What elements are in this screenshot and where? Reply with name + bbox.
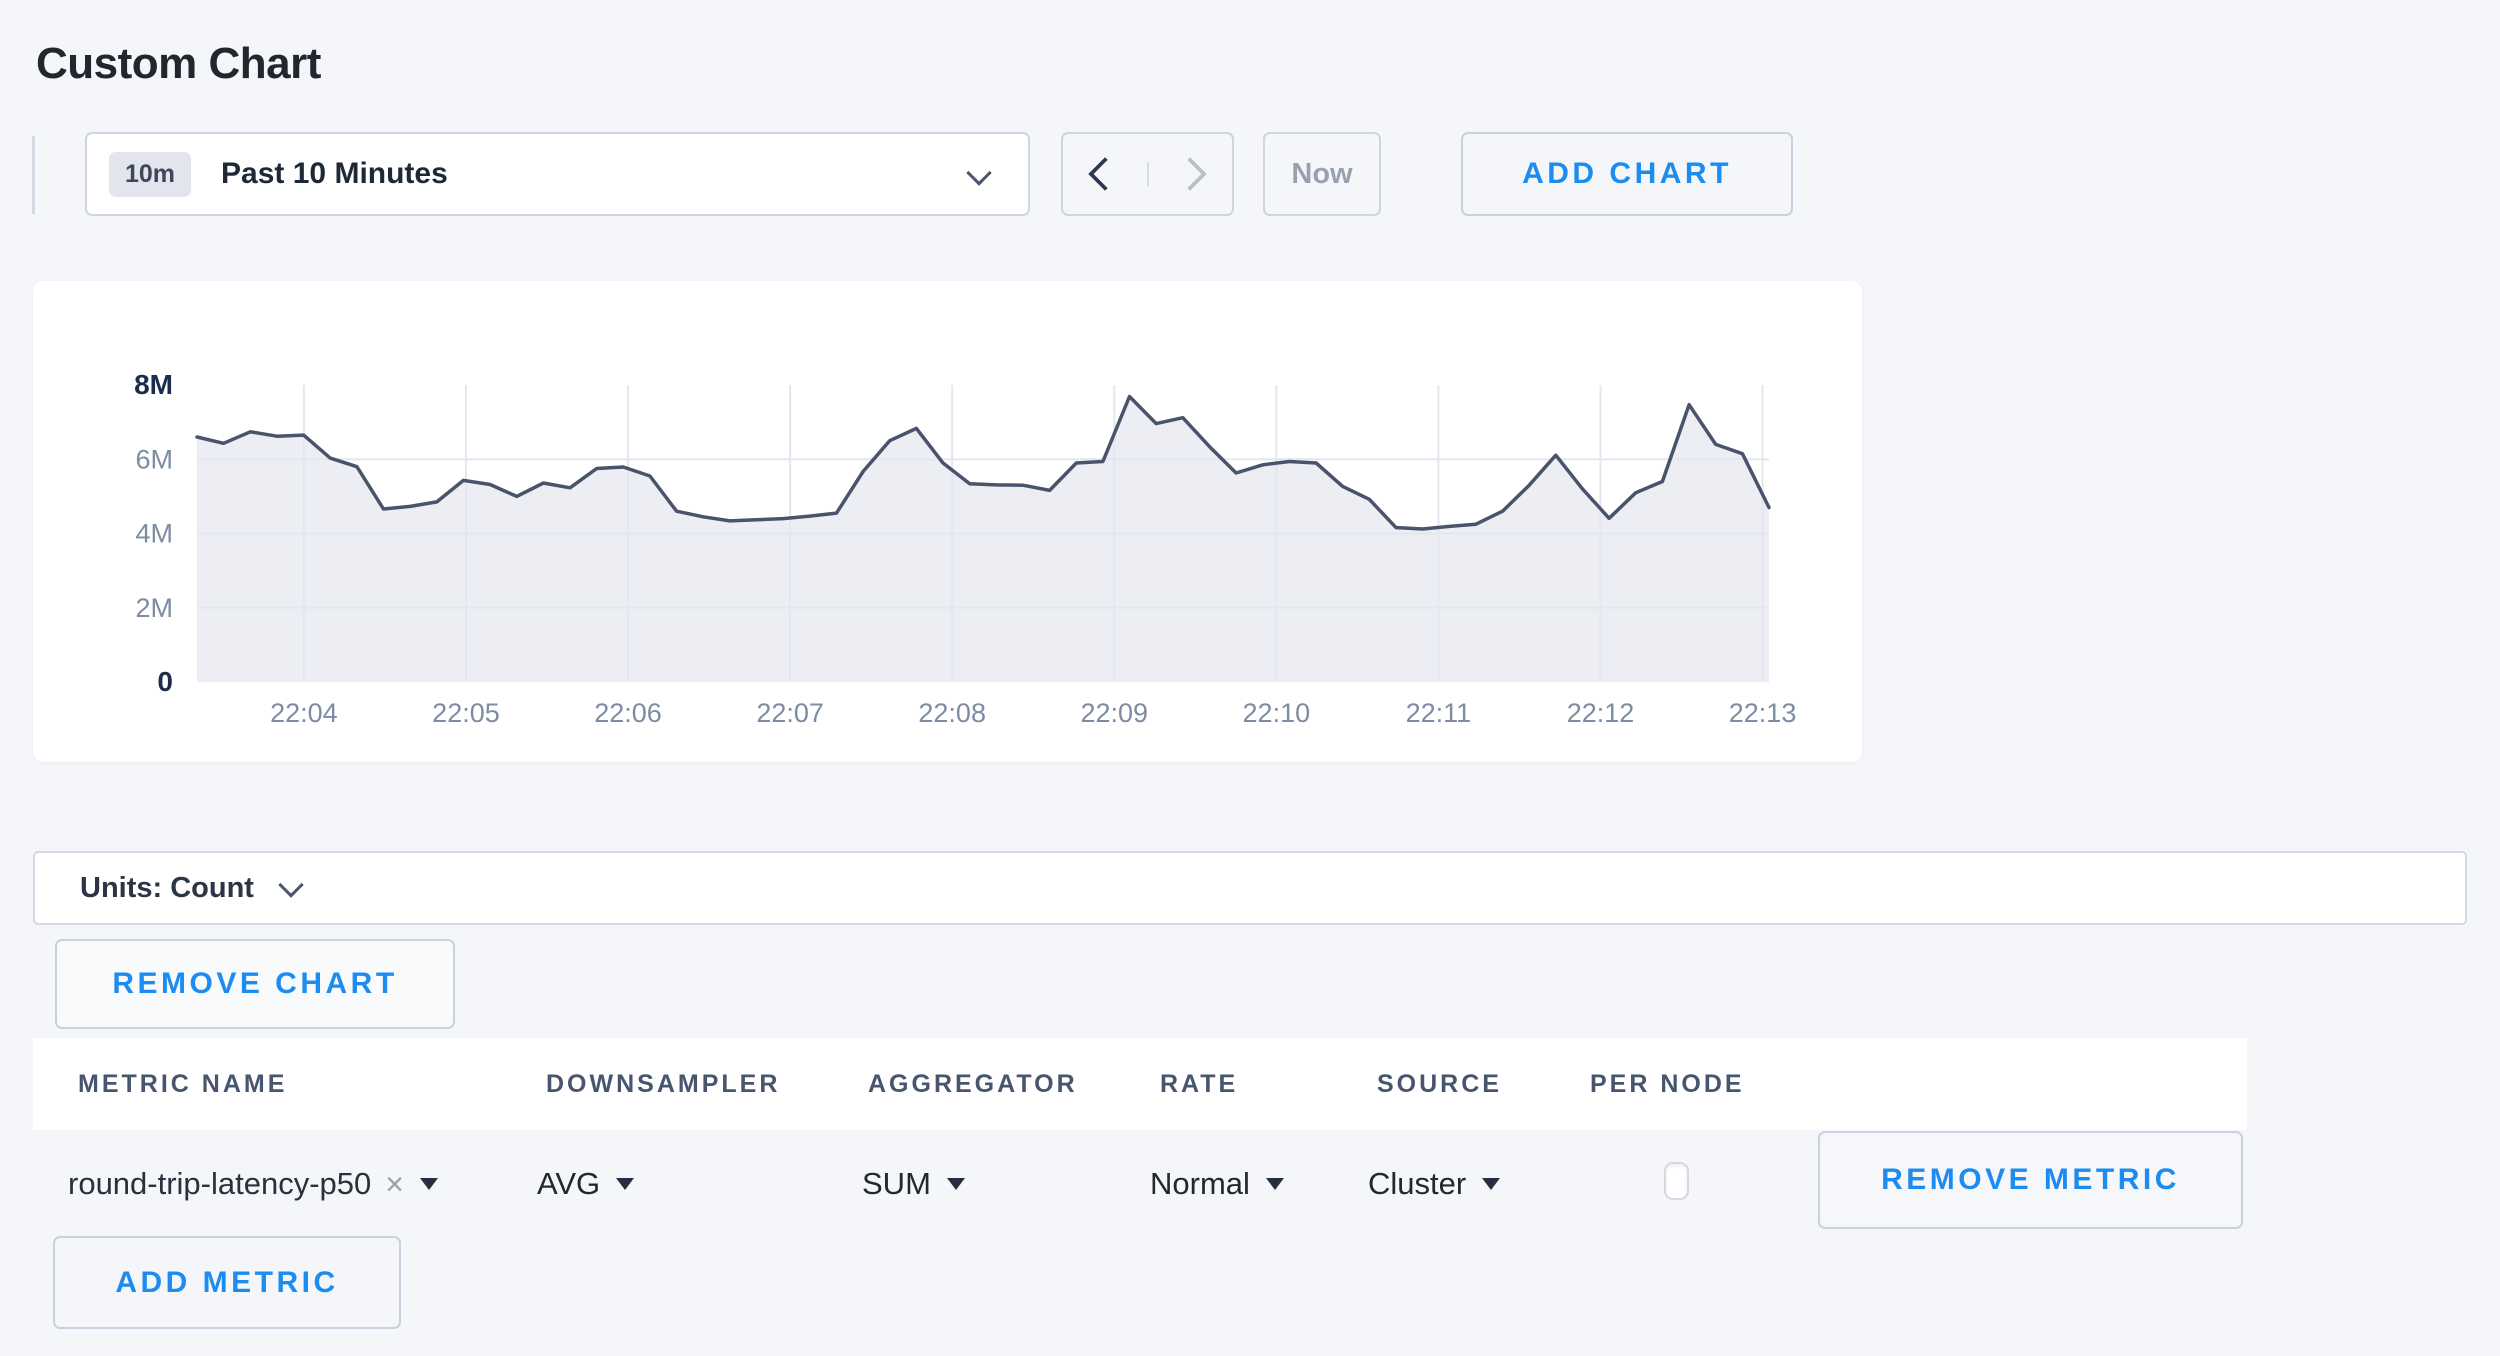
x-axis-tick-label: 22:07 xyxy=(756,698,824,728)
time-forward-button[interactable] xyxy=(1146,157,1233,191)
x-axis-tick-label: 22:11 xyxy=(1406,698,1472,728)
x-axis-tick-label: 22:08 xyxy=(918,698,986,728)
toolbar-accent-divider xyxy=(32,136,35,214)
per-node-checkbox[interactable] xyxy=(1664,1162,1689,1200)
caret-down-icon xyxy=(946,1178,965,1190)
col-header-per-node: PER NODE xyxy=(1590,1070,1745,1098)
add-chart-button[interactable]: ADD CHART xyxy=(1461,132,1793,216)
chevron-left-icon xyxy=(1087,157,1122,191)
col-header-downsampler: DOWNSAMPLER xyxy=(546,1070,781,1098)
col-header-source: SOURCE xyxy=(1377,1070,1502,1098)
now-button[interactable]: Now xyxy=(1263,132,1381,216)
clear-metric-icon[interactable]: × xyxy=(385,1165,404,1202)
chevron-down-icon xyxy=(278,872,304,898)
time-range-badge: 10m xyxy=(109,151,192,197)
series-line xyxy=(195,394,1771,531)
caret-down-icon xyxy=(419,1178,438,1190)
x-axis-tick-label: 22:09 xyxy=(1080,698,1148,728)
downsampler-dropdown[interactable]: AVG xyxy=(537,1162,635,1206)
aggregator-dropdown[interactable]: SUM xyxy=(862,1162,965,1206)
chevron-down-icon xyxy=(966,160,992,186)
remove-chart-button[interactable]: REMOVE CHART xyxy=(55,939,455,1029)
time-back-button[interactable] xyxy=(1063,157,1147,191)
time-range-label: Past 10 Minutes xyxy=(221,157,448,190)
series-area xyxy=(197,396,1769,682)
caret-down-icon xyxy=(616,1178,635,1190)
y-axis-tick-label: 2M xyxy=(135,593,173,623)
page-title: Custom Chart xyxy=(36,39,321,89)
time-nav-group xyxy=(1061,132,1234,216)
downsampler-value: AVG xyxy=(537,1166,601,1201)
metric-name-value: round-trip-latency-p50 xyxy=(68,1166,372,1201)
caret-down-icon xyxy=(1482,1178,1501,1190)
x-axis-tick-label: 22:13 xyxy=(1729,698,1797,728)
x-axis-tick-label: 22:06 xyxy=(594,698,662,728)
add-metric-button[interactable]: ADD METRIC xyxy=(53,1236,401,1329)
aggregator-value: SUM xyxy=(862,1166,931,1201)
remove-metric-button[interactable]: REMOVE METRIC xyxy=(1818,1131,2243,1229)
x-axis-tick-label: 22:04 xyxy=(270,698,338,728)
caret-down-icon xyxy=(1265,1178,1284,1190)
col-header-rate: RATE xyxy=(1160,1070,1239,1098)
units-label: Units: Count xyxy=(80,871,254,904)
col-header-aggregator: AGGREGATOR xyxy=(868,1070,1078,1098)
x-axis-tick-label: 22:10 xyxy=(1243,698,1311,728)
y-axis-tick-label: 0 xyxy=(157,666,173,697)
rate-value: Normal xyxy=(1150,1166,1250,1201)
metrics-table-header: METRIC NAME DOWNSAMPLER AGGREGATOR RATE … xyxy=(33,1038,2247,1130)
source-dropdown[interactable]: Cluster xyxy=(1368,1162,1501,1206)
x-axis-tick-label: 22:12 xyxy=(1567,698,1635,728)
source-value: Cluster xyxy=(1368,1166,1467,1201)
rate-dropdown[interactable]: Normal xyxy=(1150,1162,1284,1206)
metric-name-dropdown[interactable]: round-trip-latency-p50 × xyxy=(68,1162,438,1206)
y-axis-tick-label: 8M xyxy=(134,369,173,400)
y-axis-tick-label: 4M xyxy=(135,519,173,549)
y-axis-tick-label: 6M xyxy=(135,444,173,474)
chart-card: 0 2M 4M 6M 8M 22:04 22:05 22:06 22:07 22:08 22:09 2… xyxy=(33,281,1862,762)
x-axis-tick-label: 22:05 xyxy=(432,698,500,728)
col-header-metric-name: METRIC NAME xyxy=(78,1070,288,1098)
units-dropdown[interactable]: Units: Count xyxy=(33,851,2467,925)
timeseries-area-chart[interactable]: 0 2M 4M 6M 8M 22:04 22:05 22:06 22:07 22:08 22:09 2… xyxy=(33,281,1862,762)
chevron-right-icon xyxy=(1173,157,1208,191)
time-range-dropdown[interactable]: 10m Past 10 Minutes xyxy=(85,132,1030,216)
